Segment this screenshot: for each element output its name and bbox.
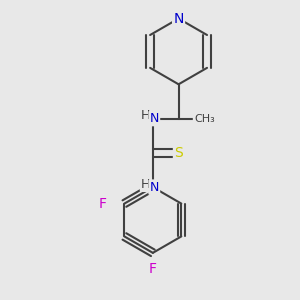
- Text: H: H: [141, 109, 150, 122]
- Text: H: H: [141, 178, 150, 191]
- Text: N: N: [150, 112, 159, 125]
- Text: S: S: [174, 146, 183, 160]
- Text: CH₃: CH₃: [194, 114, 215, 124]
- Text: N: N: [150, 181, 159, 194]
- Text: F: F: [149, 262, 157, 276]
- Text: N: N: [173, 12, 184, 26]
- Text: F: F: [99, 196, 107, 211]
